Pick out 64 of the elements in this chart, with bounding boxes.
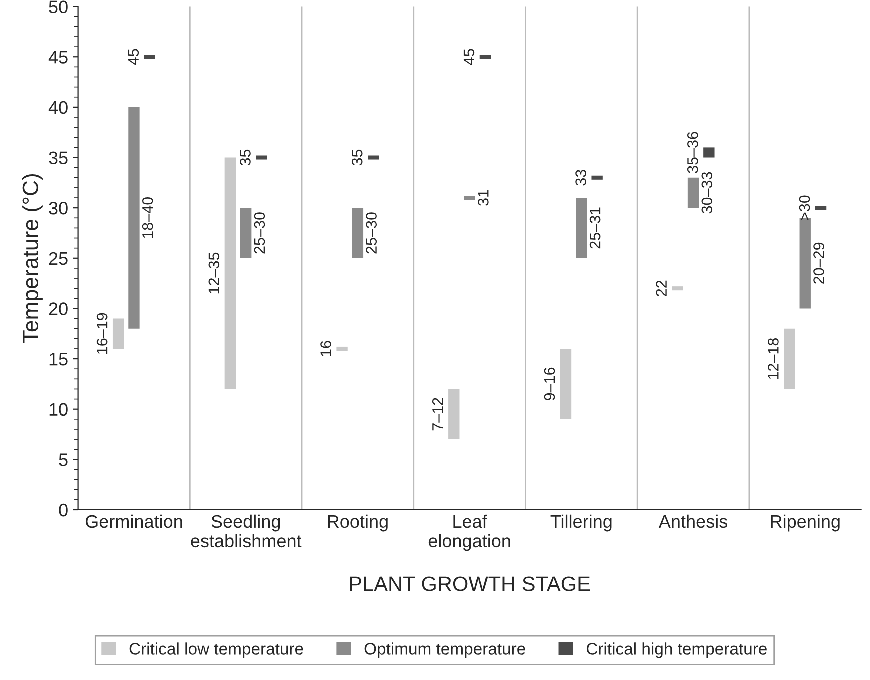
- bar: [128, 107, 140, 329]
- data-label: 12–18: [768, 338, 779, 380]
- data-label: 30–33: [702, 172, 713, 214]
- y-tick-label: 0: [59, 504, 68, 517]
- data-label: >30: [799, 196, 810, 220]
- bar: [112, 318, 124, 349]
- y-axis-title: Temperature (°C): [22, 174, 43, 344]
- data-label: 12–35: [208, 252, 220, 294]
- bar: [592, 176, 603, 180]
- bar: [704, 148, 715, 158]
- y-tick-label: 50: [49, 0, 68, 14]
- data-label: 25–30: [254, 212, 266, 254]
- x-tick-label: Tillering: [550, 514, 612, 532]
- data-label: 45: [464, 49, 475, 66]
- data-label: 45: [128, 49, 140, 66]
- data-label: 25–31: [590, 208, 601, 249]
- x-tick-label: Germination: [86, 514, 182, 528]
- bar: [560, 348, 572, 420]
- data-label: 35: [352, 150, 363, 166]
- bar: [576, 198, 588, 258]
- data-label: 35: [240, 150, 251, 166]
- y-tick-label: 25: [49, 252, 68, 266]
- x-tick-label: Seedling establishment: [191, 514, 302, 548]
- data-label: 31: [478, 190, 489, 206]
- data-label: 22: [656, 280, 667, 296]
- data-label: 16: [320, 341, 332, 356]
- data-label: 7–12: [432, 398, 444, 431]
- x-tick-label: Rooting: [328, 514, 388, 532]
- y-tick-label: 35: [49, 152, 68, 164]
- x-tick-label: Ripening: [771, 514, 840, 532]
- legend-label: Optimum temperature: [364, 642, 526, 658]
- bar: [368, 156, 380, 160]
- x-tick-label: Anthesis: [658, 514, 728, 528]
- bar: [672, 286, 684, 291]
- bar: [240, 208, 252, 258]
- y-tick-label: 45: [48, 51, 68, 64]
- bar: [448, 389, 460, 440]
- data-label: 20–29: [814, 242, 824, 284]
- data-label: 35–36: [688, 132, 698, 174]
- y-tick-label: 30: [49, 202, 68, 215]
- bar: [815, 206, 827, 210]
- bar: [352, 208, 364, 258]
- legend-label: Critical high temperature: [586, 642, 767, 658]
- bar: [256, 156, 268, 160]
- y-tick-label: 15: [50, 353, 68, 366]
- y-tick-label: 5: [59, 454, 68, 466]
- legend-label: Critical low temperature: [130, 642, 304, 658]
- y-tick-label: 10: [50, 403, 68, 416]
- bar: [784, 328, 796, 390]
- x-axis-title: PLANT GROWTH STAGE: [350, 576, 590, 592]
- bar: [336, 346, 348, 351]
- y-tick-label: 40: [48, 101, 68, 114]
- bar: [464, 196, 476, 200]
- data-label: 9–16: [544, 368, 556, 400]
- x-tick-label: Leaf elongation: [428, 514, 510, 552]
- bar: [688, 178, 700, 208]
- bar: [144, 55, 156, 60]
- data-label: 33: [576, 170, 586, 186]
- data-label: 18–40: [142, 198, 154, 238]
- bar: [224, 158, 236, 390]
- data-label: 25–30: [366, 212, 377, 254]
- y-tick-label: 20: [49, 302, 68, 316]
- bar: [480, 55, 492, 60]
- data-label: 16–19: [96, 313, 108, 354]
